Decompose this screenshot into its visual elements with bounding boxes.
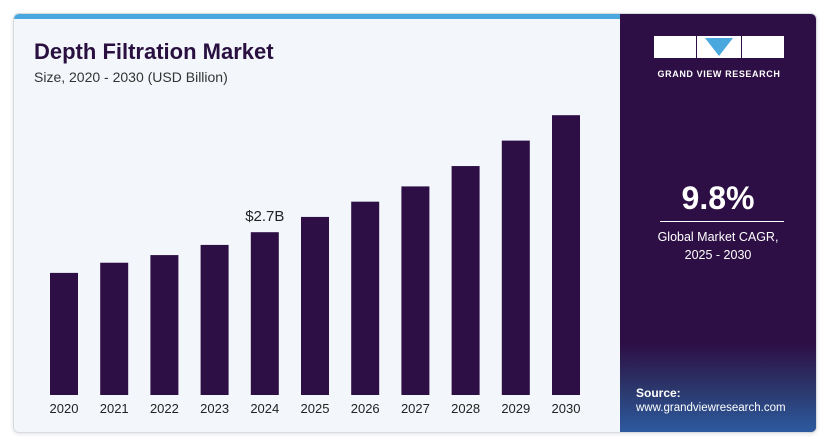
x-tick-label-2025: 2025	[301, 401, 330, 416]
bar-2028	[451, 166, 480, 395]
chart-title: Depth Filtration Market	[34, 39, 274, 64]
bar-2029	[501, 140, 530, 395]
bar-2023	[200, 244, 229, 395]
logo-block-right	[742, 36, 784, 58]
x-tick-label-2030: 2030	[552, 401, 581, 416]
x-tick-label-2021: 2021	[100, 401, 129, 416]
x-tick-label-2024: 2024	[250, 401, 279, 416]
x-tick-label-2023: 2023	[200, 401, 229, 416]
accent-bar	[14, 14, 620, 19]
gvr-logo-icon: GRAND VIEW RESEARCH	[644, 36, 794, 96]
x-tick-label-2029: 2029	[501, 401, 530, 416]
x-tick-label-2022: 2022	[150, 401, 179, 416]
source-link[interactable]: www.grandviewresearch.com	[636, 402, 786, 414]
x-tick-label-2027: 2027	[401, 401, 430, 416]
bar-2026	[351, 201, 380, 395]
bar-2025	[301, 216, 329, 395]
cagr-label-line1: Global Market CAGR,	[657, 230, 779, 244]
x-tick-label-2026: 2026	[351, 401, 380, 416]
source-title: Source:	[636, 386, 681, 400]
bar-2022	[150, 255, 179, 395]
logo-chevron-icon	[697, 36, 741, 58]
stats-panel: GRAND VIEW RESEARCH 9.8% Global Market C…	[620, 14, 816, 432]
bar-2030	[552, 115, 580, 395]
x-tick-label-2028: 2028	[451, 401, 480, 416]
data-label-2024: $2.7B	[245, 208, 284, 225]
cagr-divider	[660, 221, 784, 222]
bar-2024	[250, 232, 279, 395]
bar-2027	[401, 186, 430, 395]
infographic-card: Depth Filtration Market Size, 2020 - 203…	[13, 13, 817, 433]
logo-block-left	[654, 36, 696, 58]
chart-subtitle: Size, 2020 - 2030 (USD Billion)	[34, 69, 228, 85]
bar-2021	[100, 262, 129, 395]
cagr-value: 9.8%	[681, 180, 755, 216]
x-tick-label-2020: 2020	[50, 401, 79, 416]
cagr-label: Global Market CAGR, 2025 - 2030	[620, 228, 816, 264]
cagr-label-line2: 2025 - 2030	[684, 248, 752, 262]
bar-chart: 2020 2021 2022 2023 2024 $2.7B 2025 2026 2027 202…	[50, 115, 581, 416]
bar-2020	[50, 272, 78, 395]
chart-panel: Depth Filtration Market Size, 2020 - 203…	[14, 19, 620, 432]
logo-text: GRAND VIEW RESEARCH	[657, 69, 781, 79]
source-background	[620, 344, 816, 432]
